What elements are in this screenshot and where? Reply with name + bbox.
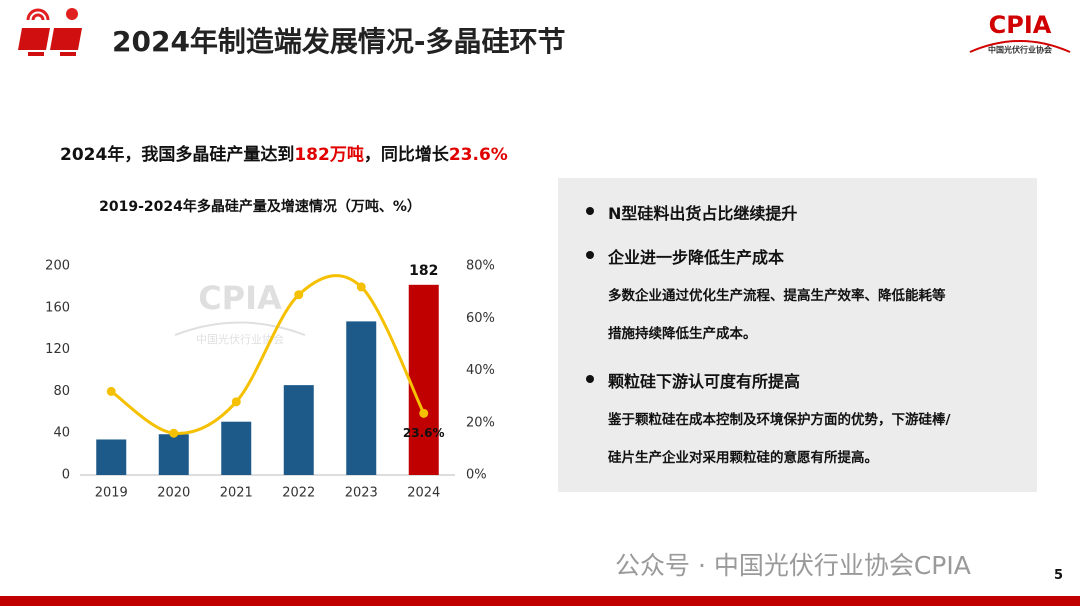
bullet-dot	[586, 375, 594, 383]
y2-tick-label: 40%	[466, 363, 495, 378]
bullet-dot	[586, 207, 594, 215]
footer-bar	[0, 596, 1080, 606]
headline-text: ，同比增长	[363, 145, 449, 165]
watermark: 公众号 · 中国光伏行业协会CPIA	[615, 551, 971, 580]
line-point	[294, 290, 304, 300]
bar	[408, 284, 439, 475]
bullet-line: 措施持续降低生产成本。	[608, 326, 757, 342]
y-tick-label: 160	[45, 300, 70, 315]
header-icon	[18, 8, 82, 56]
y2-tick-label: 80%	[466, 259, 495, 274]
x-tick-label: 2019	[95, 486, 128, 501]
line-point	[356, 282, 366, 292]
logo-name: CPIA	[989, 11, 1052, 39]
logo-org: 中国光伏行业协会	[988, 45, 1052, 55]
y-tick-label: 200	[45, 259, 70, 274]
bar	[346, 321, 377, 475]
bullet-panel: N型硅料出货占比继续提升 企业进一步降低生产成本多数企业通过优化生产流程、提高生产…	[558, 178, 1037, 492]
x-tick-label: 2020	[157, 486, 190, 501]
watermark-name: CPIA	[198, 279, 282, 317]
x-tick-label: 2021	[220, 486, 253, 501]
y-tick-label: 0	[62, 468, 70, 483]
line-point	[419, 408, 429, 418]
line-point	[169, 428, 179, 438]
y2-tick-label: 60%	[466, 311, 495, 326]
chart-title: 2019-2024年多晶硅产量及增速情况（万吨、%）	[99, 198, 421, 215]
y-tick-label: 120	[45, 342, 70, 357]
bar	[221, 421, 252, 475]
page-number: 5	[1054, 568, 1064, 583]
y2-tick-label: 0%	[466, 468, 487, 483]
data-label: 182	[409, 263, 438, 279]
bullet-dot	[586, 251, 594, 259]
headline-highlight: 182万吨	[294, 145, 364, 165]
data-label: 23.6%	[403, 426, 445, 440]
y2-tick-label: 20%	[466, 415, 495, 430]
headline: 2024年，我国多晶硅产量达到182万吨，同比增长23.6%	[60, 140, 508, 165]
bar	[96, 439, 127, 475]
bullet-line: 硅片生产企业对采用颗粒硅的意愿有所提高。	[608, 450, 878, 466]
watermark-org: 中国光伏行业协会	[196, 332, 284, 346]
bullet-line: 鉴于颗粒硅在成本控制及环境保护方面的优势，下游硅棒/	[608, 412, 951, 428]
bar	[158, 434, 189, 475]
x-tick-label: 2023	[345, 486, 378, 501]
bullet-heading: 颗粒硅下游认可度有所提高	[608, 372, 801, 391]
logo-arc	[969, 40, 1071, 53]
line-point	[106, 386, 116, 396]
y-tick-label: 80	[53, 384, 70, 399]
bar	[283, 385, 314, 475]
headline-text: 2024年，我国多晶硅产量达到	[60, 145, 295, 165]
line-point	[231, 397, 241, 407]
headline-highlight: 23.6%	[448, 145, 508, 165]
x-tick-label: 2022	[282, 486, 315, 501]
bullet-line: 多数企业通过优化生产流程、提高生产效率、降低能耗等	[608, 288, 946, 304]
slide-title: 2024年制造端发展情况-多晶硅环节	[112, 25, 566, 58]
y-tick-label: 40	[53, 426, 70, 441]
x-tick-label: 2024	[407, 486, 440, 501]
bullet-heading: 企业进一步降低生产成本	[608, 248, 785, 267]
bullet-heading: N型硅料出货占比继续提升	[608, 204, 798, 223]
chart-watermark: CPIA 中国光伏行业协会	[174, 279, 306, 346]
